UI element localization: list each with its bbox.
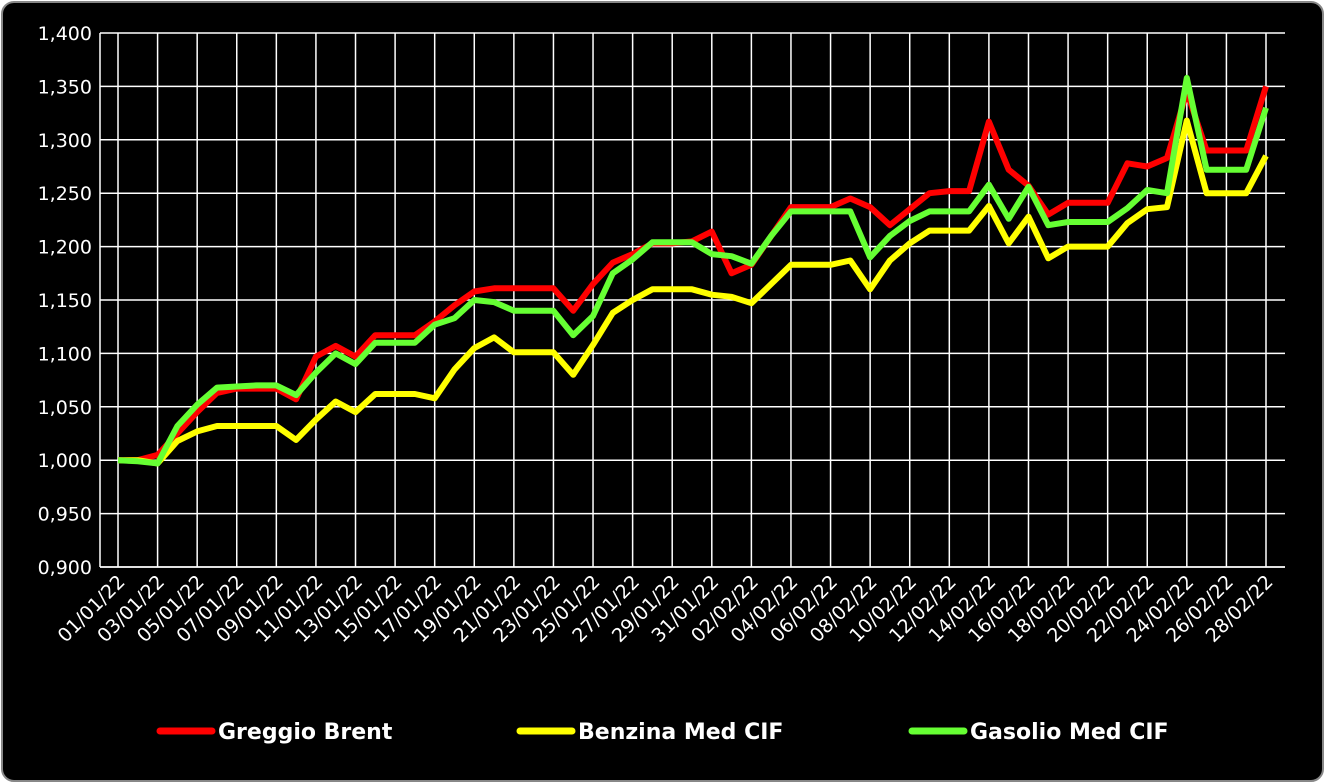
legend-label: Gasolio Med CIF (970, 720, 1169, 745)
y-tick-label: 0,950 (38, 504, 92, 526)
y-tick-label: 0,900 (38, 557, 92, 579)
y-tick-label: 1,350 (38, 76, 92, 98)
series-line (117, 74, 1269, 467)
y-tick-label: 1,150 (38, 290, 92, 312)
y-tick-label: 1,300 (38, 130, 92, 152)
y-tick-label: 1,400 (38, 23, 92, 45)
legend-label: Benzina Med CIF (578, 720, 783, 745)
y-tick-label: 1,100 (38, 343, 92, 365)
y-tick-label: 1,000 (38, 450, 92, 472)
series-line (118, 117, 1269, 467)
legend-label: Greggio Brent (218, 720, 393, 745)
y-tick-label: 1,200 (38, 237, 92, 259)
y-tick-label: 1,050 (38, 397, 92, 419)
y-tick-label: 1,250 (38, 183, 92, 205)
